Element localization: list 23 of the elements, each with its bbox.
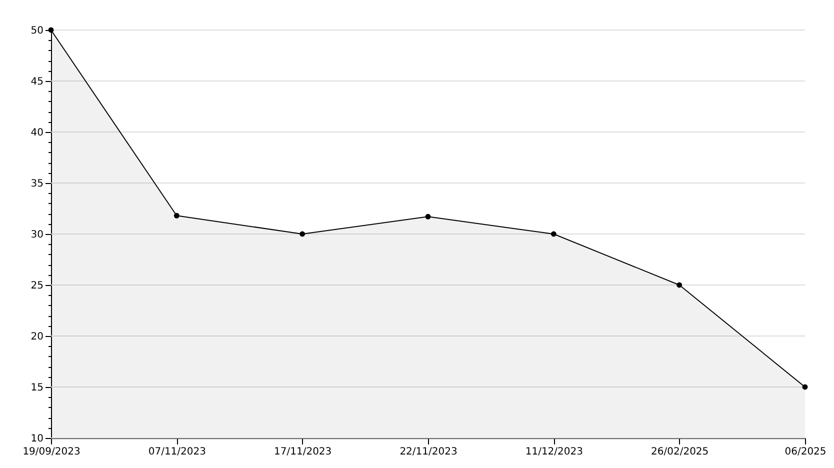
y-tick-label: 40 bbox=[30, 128, 44, 138]
x-tick-label: 22/11/2023 bbox=[400, 446, 458, 458]
y-tick-label: 30 bbox=[30, 230, 44, 240]
y-tick-label: 45 bbox=[30, 76, 44, 88]
point bbox=[174, 212, 180, 218]
point bbox=[425, 214, 431, 220]
x-tick-label: 11/12/2023 bbox=[525, 446, 583, 458]
y-tick-label: 35 bbox=[30, 178, 44, 190]
x-tick-label: 07/11/2023 bbox=[148, 446, 206, 458]
x-tick-label: 17/11/2023 bbox=[274, 446, 332, 458]
y-tick-label: 10 bbox=[30, 434, 44, 444]
x-tick-label: 06/2025 bbox=[784, 446, 826, 458]
y-tick-label: 50 bbox=[30, 26, 44, 36]
point bbox=[300, 231, 306, 237]
y-tick-label: 20 bbox=[30, 332, 44, 342]
point bbox=[48, 27, 54, 33]
y-tick-label: 25 bbox=[30, 280, 44, 292]
point bbox=[550, 231, 556, 237]
x-tick-label: 19/09/2023 bbox=[22, 446, 80, 458]
y-tick-label: 15 bbox=[30, 382, 44, 394]
x-tick-label: 26/02/2025 bbox=[651, 446, 709, 458]
point bbox=[802, 384, 808, 390]
point bbox=[676, 282, 682, 288]
